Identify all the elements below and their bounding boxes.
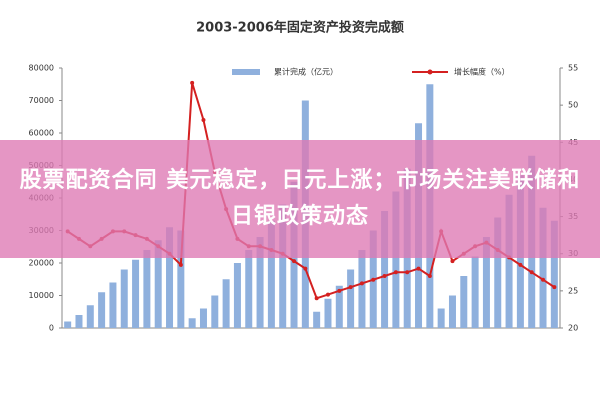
bar (75, 315, 83, 328)
bar (86, 305, 94, 328)
legend-label: 增长幅度（%） (454, 67, 510, 77)
y-tick-label: 80000 (29, 64, 54, 73)
bar (211, 295, 219, 328)
point (405, 270, 410, 275)
bar (199, 308, 207, 328)
bar (347, 269, 355, 328)
point (552, 285, 557, 290)
bar (335, 285, 343, 328)
point (416, 266, 421, 271)
bar (392, 191, 400, 328)
bar (166, 227, 174, 328)
point (348, 285, 353, 290)
point (450, 259, 455, 264)
y-tick-label: 60000 (29, 129, 54, 138)
bar (256, 237, 264, 328)
bar (64, 321, 72, 328)
bar (109, 282, 117, 328)
point (382, 274, 387, 278)
bar (313, 311, 321, 328)
bar (358, 250, 366, 328)
point (359, 281, 364, 286)
point (541, 277, 546, 282)
legend-swatch (427, 69, 433, 75)
point (292, 259, 297, 264)
banner: 股票配资合同 美元稳定，日元上涨；市场关注美联储和日银政策动态 (0, 140, 600, 258)
bar (222, 279, 230, 328)
point (518, 262, 523, 267)
point (303, 266, 308, 271)
bar (460, 276, 468, 328)
headline: 股票配资合同 美元稳定，日元上涨；市场关注美联储和日银政策动态 (19, 168, 581, 229)
y-tick-label: 10000 (29, 291, 54, 300)
bar (505, 194, 513, 328)
point (314, 296, 319, 301)
y-tick-label: 20000 (29, 259, 54, 268)
point (529, 270, 534, 275)
bar (120, 269, 128, 328)
point (325, 292, 330, 297)
point (201, 118, 206, 122)
bar (132, 259, 140, 328)
bar (482, 237, 490, 328)
bar (154, 240, 162, 328)
bar (539, 207, 547, 328)
point (427, 274, 432, 278)
y2-tick-label: 20 (568, 324, 578, 333)
point (337, 288, 342, 293)
bar (177, 230, 185, 328)
bar (448, 295, 456, 328)
bar (233, 263, 241, 328)
legend-label: 累计完成（亿元） (274, 67, 338, 77)
bar (279, 204, 287, 328)
bar (98, 292, 106, 328)
bar (494, 217, 502, 328)
point (393, 270, 398, 275)
legend-swatch (232, 69, 260, 75)
y-tick-label: 70000 (29, 96, 54, 105)
bar (324, 298, 332, 328)
bar (550, 220, 558, 328)
point (190, 80, 195, 85)
bar (143, 250, 151, 328)
chart-title: 2003-2006年固定资产投资完成额 (196, 20, 404, 36)
bar (188, 318, 196, 328)
y-tick-label: 0 (49, 324, 54, 333)
point (178, 262, 183, 267)
bar (381, 211, 389, 328)
bar (471, 256, 479, 328)
point (371, 277, 376, 282)
bar (267, 220, 275, 328)
y2-tick-label: 50 (568, 101, 578, 110)
bar (245, 250, 253, 328)
y2-tick-label: 25 (568, 286, 578, 295)
y2-tick-label: 55 (568, 64, 578, 73)
bar (437, 308, 445, 328)
